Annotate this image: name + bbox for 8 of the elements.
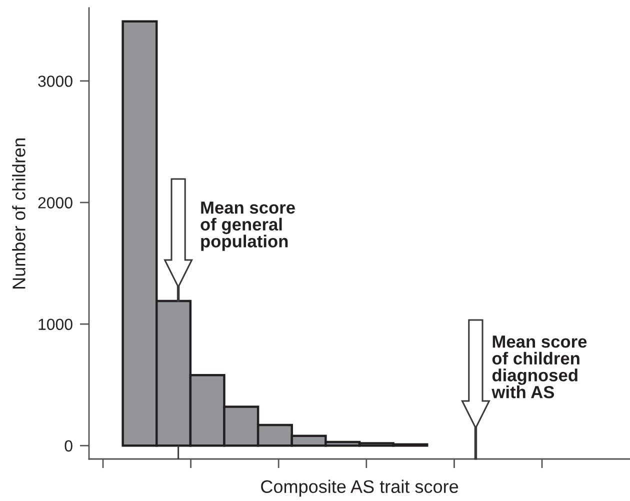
annotation: Mean score of children diagnosed with AS [492, 336, 587, 398]
y-axis-title: Number of children [12, 138, 26, 288]
x-axis-title: Composite AS trait score [261, 480, 458, 497]
y-tick-label: 0 [64, 440, 72, 452]
y-tick-label: 3000 [38, 76, 72, 87]
y-tick-label: 2000 [38, 197, 72, 208]
y-tick-label: 1000 [38, 318, 72, 330]
annotation: Mean score of general population [200, 202, 295, 251]
